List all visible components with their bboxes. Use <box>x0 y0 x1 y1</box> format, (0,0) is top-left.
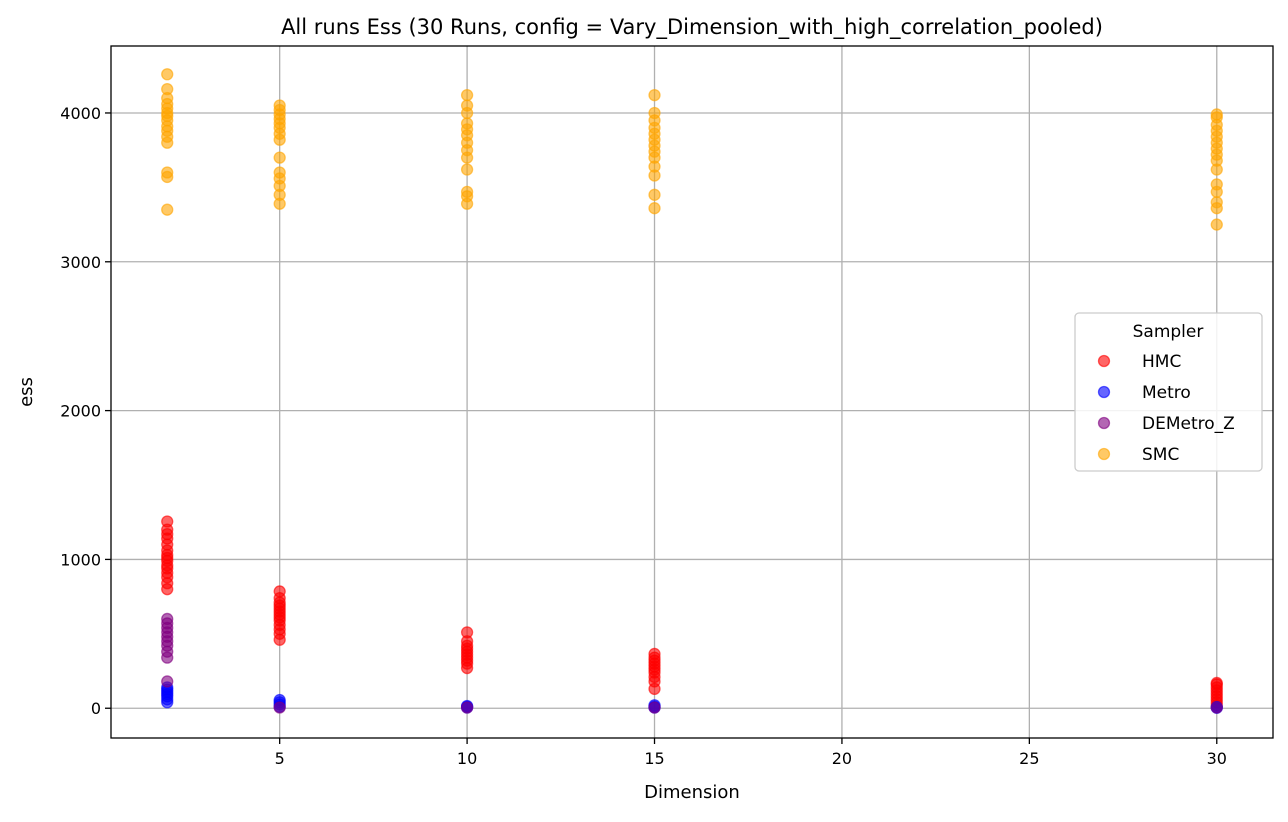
data-point-smc <box>273 151 286 164</box>
data-point-smc <box>1210 196 1223 209</box>
chart-title: All runs Ess (30 Runs, config = Vary_Dim… <box>281 15 1103 40</box>
series-smc <box>161 68 1223 231</box>
legend-marker <box>1097 385 1111 399</box>
data-point-smc <box>161 203 174 216</box>
data-point-hmc <box>1210 676 1223 690</box>
y-tick-label: 0 <box>91 699 101 718</box>
data-point-demetro-z <box>273 701 286 714</box>
x-tick-label: 15 <box>644 749 664 768</box>
legend: Sampler HMC Metro DEMetro_Z SMC <box>1074 312 1263 472</box>
x-tick-label: 5 <box>275 749 285 768</box>
data-point-smc <box>460 88 474 102</box>
data-point-smc <box>161 166 174 179</box>
legend-label: DEMetro_Z <box>1142 414 1235 434</box>
legend-label: HMC <box>1142 352 1181 372</box>
data-point-smc <box>460 163 474 176</box>
legend-marker <box>1097 447 1111 461</box>
data-point-smc <box>648 202 661 215</box>
data-point-demetro-z <box>648 701 661 714</box>
data-point-hmc <box>460 626 474 639</box>
data-point-smc <box>1210 218 1223 231</box>
data-point-hmc <box>648 647 661 661</box>
y-axis-ticks: 0 1000 2000 3000 4000 <box>60 104 111 718</box>
x-axis-ticks: 5 10 15 20 25 30 <box>275 738 1227 768</box>
legend-label: Metro <box>1142 383 1191 403</box>
series-hmc <box>161 515 1223 712</box>
legend-marker <box>1097 354 1111 368</box>
y-tick-label: 1000 <box>60 550 101 569</box>
data-point-smc <box>161 83 174 96</box>
data-point-smc <box>1210 178 1223 191</box>
data-point-demetro-z <box>161 612 174 626</box>
data-point-smc <box>460 185 474 198</box>
data-point-smc <box>460 99 474 112</box>
y-tick-label: 3000 <box>60 253 101 272</box>
data-point-smc <box>273 166 286 179</box>
data-point-smc <box>648 188 661 201</box>
data-point-demetro-z <box>161 675 174 688</box>
data-point-hmc <box>161 515 174 528</box>
legend-label: SMC <box>1142 445 1179 465</box>
data-point-smc <box>460 117 474 130</box>
data-point-demetro-z <box>1210 701 1223 714</box>
x-tick-label: 30 <box>1207 749 1227 768</box>
legend-marker <box>1097 416 1111 430</box>
plot-frame <box>110 45 1274 739</box>
y-axis-label: ess <box>16 377 37 407</box>
y-tick-label: 2000 <box>60 402 101 421</box>
data-points <box>161 68 1223 714</box>
x-tick-label: 20 <box>832 749 852 768</box>
data-point-smc <box>161 68 174 81</box>
data-point-hmc <box>273 585 286 598</box>
data-point-smc <box>1210 108 1223 121</box>
y-tick-label: 4000 <box>60 104 101 123</box>
legend-box <box>1074 312 1263 472</box>
data-point-smc <box>273 99 286 112</box>
legend-items: HMC Metro DEMetro_Z SMC <box>1097 352 1235 465</box>
data-point-demetro-z <box>460 701 474 714</box>
x-tick-label: 25 <box>1019 749 1039 768</box>
legend-title: Sampler <box>1133 322 1204 342</box>
series-demetro-z <box>161 612 1223 714</box>
x-tick-label: 10 <box>457 749 477 768</box>
data-point-smc <box>648 88 661 102</box>
data-point-smc <box>648 106 661 120</box>
x-axis-label: Dimension <box>644 782 740 803</box>
